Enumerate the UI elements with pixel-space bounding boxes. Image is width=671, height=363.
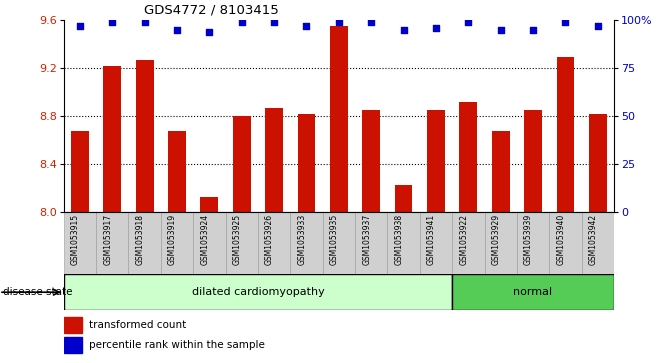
Bar [103,66,121,212]
Text: percentile rank within the sample: percentile rank within the sample [89,340,265,350]
Bar [71,131,89,212]
Point [236,19,247,25]
Bar [233,116,251,212]
Bar [492,131,509,212]
Text: GDS4772 / 8103415: GDS4772 / 8103415 [144,3,279,16]
Point [333,19,344,25]
Bar [201,197,218,212]
Bar [330,26,348,212]
Text: GSM1053918: GSM1053918 [136,214,145,265]
Bar [524,110,542,212]
Bar [161,212,193,274]
Text: GSM1053929: GSM1053929 [492,214,501,265]
Bar [258,212,291,274]
Text: GSM1053938: GSM1053938 [395,214,403,265]
Bar [64,337,82,352]
Point [527,26,538,32]
Bar [96,212,128,274]
Bar [136,60,154,212]
Text: GSM1053939: GSM1053939 [524,214,533,265]
Point [269,19,280,25]
Bar [128,212,161,274]
Text: GSM1053919: GSM1053919 [168,214,177,265]
Bar [452,212,484,274]
Text: GSM1053935: GSM1053935 [330,214,339,265]
Bar [550,212,582,274]
Bar [452,274,614,310]
Point [431,25,442,30]
Point [301,23,312,29]
Point [172,26,183,32]
Bar [355,212,387,274]
Bar [387,212,420,274]
Bar [291,212,323,274]
Text: normal: normal [513,287,553,297]
Text: GSM1053940: GSM1053940 [556,214,566,265]
Point [592,23,603,29]
Bar [362,110,380,212]
Bar [420,212,452,274]
Bar [517,212,550,274]
Bar [225,212,258,274]
Bar [582,212,614,274]
Point [204,29,215,34]
Text: GSM1053915: GSM1053915 [71,214,80,265]
Point [107,19,117,25]
Point [495,26,506,32]
Point [140,19,150,25]
Bar [589,114,607,212]
Bar [323,212,355,274]
Bar [168,131,186,212]
Bar [298,114,315,212]
Bar [64,212,96,274]
Text: GSM1053922: GSM1053922 [460,214,468,265]
Text: disease state: disease state [3,287,73,297]
Bar [265,108,283,212]
Bar [427,110,445,212]
Bar [193,212,225,274]
Text: GSM1053924: GSM1053924 [201,214,209,265]
Bar [64,274,452,310]
Bar [460,102,477,212]
Point [398,26,409,32]
Text: GSM1053941: GSM1053941 [427,214,436,265]
Text: transformed count: transformed count [89,320,186,330]
Bar [484,212,517,274]
Bar [64,317,82,333]
Text: dilated cardiomyopathy: dilated cardiomyopathy [191,287,324,297]
Text: GSM1053933: GSM1053933 [297,214,307,265]
Point [463,19,474,25]
Point [560,19,571,25]
Text: GSM1053925: GSM1053925 [233,214,242,265]
Text: GSM1053926: GSM1053926 [265,214,274,265]
Text: GSM1053937: GSM1053937 [362,214,371,265]
Point [366,19,376,25]
Point [74,23,85,29]
Text: GSM1053942: GSM1053942 [588,214,598,265]
Bar [556,57,574,212]
Text: GSM1053917: GSM1053917 [103,214,112,265]
Bar [395,185,413,212]
